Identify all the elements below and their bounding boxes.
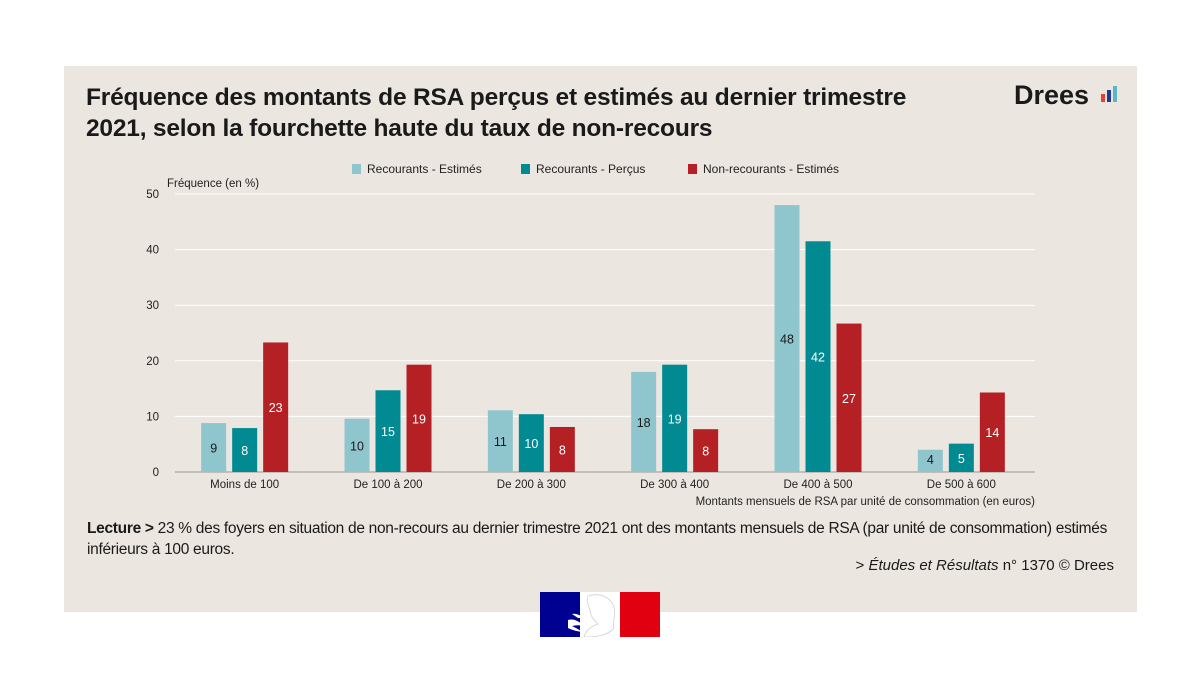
logo-bar-2 (1107, 90, 1111, 102)
logo-bars-icon (1101, 86, 1117, 102)
legend-swatch (352, 164, 361, 174)
bar (836, 323, 862, 472)
source-publication: Études et Résultats (868, 557, 999, 574)
bar (201, 423, 227, 472)
bar (693, 429, 719, 472)
bar (662, 364, 688, 472)
bar-value-label: 15 (381, 425, 395, 439)
logo-bar-3 (1113, 86, 1117, 102)
bar-value-label: 27 (842, 392, 856, 406)
bar (518, 414, 544, 472)
logo-wordmark: Drees (1014, 80, 1090, 110)
chart-title: Fréquence des montants de RSA perçus et … (86, 84, 907, 142)
bar (979, 392, 1005, 472)
legend-label: Recourants - Estimés (367, 162, 482, 176)
legend-label: Non-recourants - Estimés (703, 162, 840, 176)
x-tick-label: De 300 à 400 (640, 479, 709, 491)
reading-note: Lecture > 23 % des foyers en situation d… (87, 518, 1122, 560)
bar (631, 371, 657, 472)
flag-red-band (620, 592, 660, 637)
legend-swatch (521, 164, 530, 174)
bar-value-label: 23 (269, 401, 283, 415)
legend-item: Recourants - Perçus (521, 162, 645, 176)
y-tick-label: 30 (146, 300, 159, 312)
x-axis-label: Montants mensuels de RSA par unité de co… (696, 496, 1036, 508)
legend-item: Recourants - Estimés (352, 162, 482, 176)
source-prefix: > (855, 557, 869, 574)
bar-value-label: 19 (412, 412, 426, 426)
bar-value-label: 9 (210, 442, 217, 456)
legend-swatch (688, 164, 697, 174)
y-tick-label: 40 (146, 245, 159, 257)
legend-item: Non-recourants - Estimés (688, 162, 839, 176)
x-tick-label: De 500 à 600 (927, 479, 996, 491)
bar (344, 418, 370, 472)
source-note: > Études et Résultats n° 1370 © Drees (856, 557, 1114, 574)
bar-value-label: 4 (927, 453, 934, 467)
bar-value-label: 10 (350, 439, 364, 453)
reading-note-label: Lecture > (87, 520, 154, 537)
bar (232, 428, 258, 472)
bar-value-label: 42 (811, 351, 825, 365)
y-axis-label: Fréquence (en %) (167, 178, 259, 190)
figure-panel (64, 66, 1137, 612)
bar-value-label: 8 (559, 443, 566, 457)
bar-value-label: 5 (958, 452, 965, 466)
y-tick-label: 0 (153, 467, 159, 479)
x-tick-label: Moins de 100 (210, 479, 279, 491)
bar (805, 241, 831, 472)
bar (487, 410, 513, 472)
bar-value-label: 48 (780, 333, 794, 347)
x-tick-label: De 400 à 500 (783, 479, 852, 491)
x-tick-label: De 200 à 300 (497, 479, 566, 491)
bar-chart: Fréquence (en %) 0 10 20 30 40 50 9 8 23 Moins de … (146, 178, 1036, 508)
bar (549, 426, 575, 472)
y-tick-label: 50 (146, 189, 159, 201)
bar-value-label: 11 (494, 435, 507, 449)
bar-value-label: 8 (241, 444, 248, 458)
bar-value-label: 18 (637, 416, 651, 430)
logo-bar-1 (1101, 94, 1105, 102)
reading-note-text: 23 % des foyers en situation de non-reco… (87, 520, 1108, 558)
bar (948, 443, 974, 472)
y-tick-label: 10 (146, 411, 159, 423)
bar-value-label: 10 (524, 437, 538, 451)
bar (263, 342, 289, 472)
marianne-profile (583, 594, 615, 637)
bar (406, 364, 432, 472)
source-suffix: n° 1370 © Drees (998, 557, 1114, 574)
x-tick-label: De 100 à 200 (353, 479, 422, 491)
bar (774, 205, 800, 472)
republique-francaise-marianne-logo (540, 592, 660, 637)
y-tick-label: 20 (146, 356, 159, 368)
marianne-hair-stroke (568, 619, 584, 632)
bar (375, 390, 401, 472)
legend-label: Recourants - Perçus (536, 162, 646, 176)
marianne-hair-stroke (572, 613, 584, 618)
bar-value-label: 8 (702, 445, 709, 459)
bar-value-label: 19 (668, 412, 682, 426)
bar (917, 449, 943, 472)
bar-value-label: 14 (985, 426, 999, 440)
